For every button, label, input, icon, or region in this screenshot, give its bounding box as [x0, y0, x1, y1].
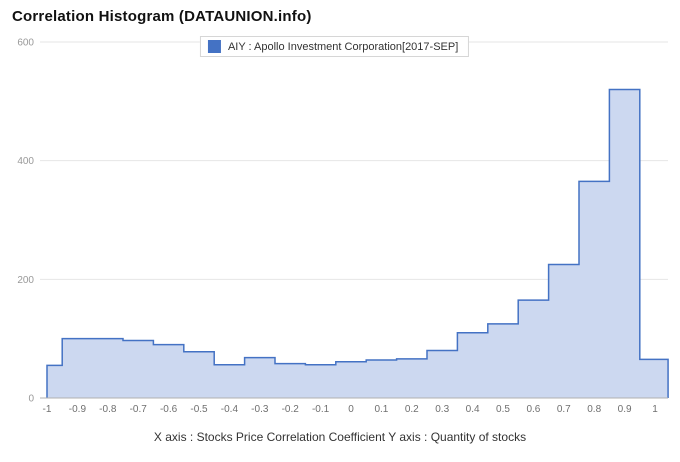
- svg-text:-0.6: -0.6: [160, 404, 178, 415]
- svg-text:0.1: 0.1: [374, 404, 388, 415]
- histogram-chart: 0 200 400 600 -1 -0.9 -0.8 -0.7 -0.6 -0.5 -0.4 -0.3…: [17, 38, 669, 415]
- svg-text:1: 1: [652, 404, 658, 415]
- svg-text:0.8: 0.8: [587, 404, 601, 415]
- svg-text:600: 600: [17, 38, 34, 49]
- legend[interactable]: AIY : Apollo Investment Corporation[2017…: [199, 36, 470, 57]
- svg-text:-0.4: -0.4: [221, 404, 239, 415]
- svg-text:0.7: 0.7: [557, 404, 571, 415]
- svg-text:0.2: 0.2: [405, 404, 419, 415]
- svg-text:200: 200: [17, 275, 34, 286]
- svg-text:0.6: 0.6: [526, 404, 540, 415]
- legend-label: AIY : Apollo Investment Corporation[2017…: [227, 40, 459, 53]
- svg-text:-0.3: -0.3: [251, 404, 269, 415]
- svg-text:0.4: 0.4: [466, 404, 480, 415]
- svg-text:-0.7: -0.7: [130, 404, 148, 415]
- svg-text:0.9: 0.9: [618, 404, 632, 415]
- svg-text:-0.2: -0.2: [282, 404, 300, 415]
- svg-text:-0.5: -0.5: [190, 404, 208, 415]
- svg-text:-0.8: -0.8: [99, 404, 117, 415]
- svg-text:0: 0: [348, 404, 354, 415]
- svg-text:0.3: 0.3: [435, 404, 449, 415]
- svg-text:0.5: 0.5: [496, 404, 510, 415]
- svg-text:0: 0: [28, 394, 34, 405]
- axis-caption: X axis : Stocks Price Correlation Coeffi…: [153, 430, 527, 444]
- legend-swatch-icon: [207, 40, 221, 53]
- svg-text:400: 400: [17, 156, 34, 167]
- svg-text:-0.1: -0.1: [312, 404, 330, 415]
- chart-title: Correlation Histogram (DATAUNION.info): [12, 8, 312, 25]
- svg-text:-1: -1: [43, 404, 52, 415]
- svg-text:-0.9: -0.9: [69, 404, 87, 415]
